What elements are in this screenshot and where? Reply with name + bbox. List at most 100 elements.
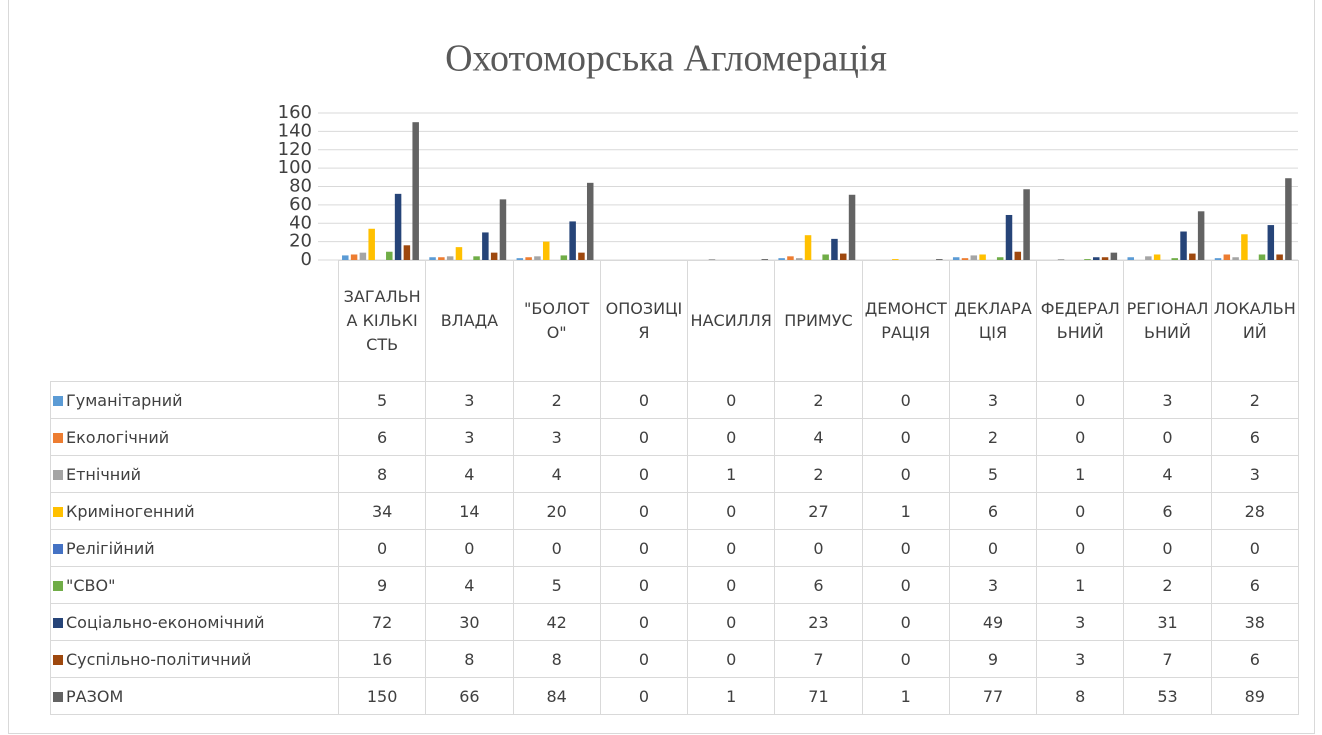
y-tick-label: 100 — [278, 157, 312, 178]
y-tick-label: 160 — [278, 102, 312, 123]
value-cell: 3 — [1210, 455, 1299, 493]
value-cell: 8 — [425, 640, 514, 678]
bar — [490, 252, 498, 260]
value-cell: 0 — [599, 418, 689, 456]
value-cell: 2 — [1210, 381, 1299, 419]
value-cell: 3 — [948, 381, 1038, 419]
value-cell: 0 — [337, 529, 427, 567]
value-cell: 5 — [948, 455, 1038, 493]
bar — [1005, 214, 1013, 260]
bar — [1023, 189, 1030, 260]
legend-swatch — [53, 654, 63, 665]
value-cell: 38 — [1210, 603, 1299, 641]
value-cell: 0 — [687, 418, 776, 456]
value-cell: 66 — [425, 677, 514, 715]
bar — [542, 241, 550, 260]
series-row: Соціально-економічний 72 30 42 0 0 23 0 49 3 31 38 — [50, 603, 1299, 641]
series-row: "СВО" 9 4 5 0 0 6 0 3 1 2 6 — [50, 566, 1299, 604]
bar — [1153, 254, 1161, 260]
bar — [1214, 258, 1222, 260]
bar — [455, 247, 463, 260]
category-label: ЛОКАЛЬНИЙ — [1210, 260, 1299, 382]
value-cell: 0 — [599, 529, 689, 567]
value-cell: 0 — [687, 640, 776, 678]
value-cell: 20 — [512, 492, 601, 530]
bar — [1084, 259, 1091, 260]
value-cell: 0 — [1123, 418, 1212, 456]
value-cell: 23 — [774, 603, 863, 641]
bar — [586, 182, 594, 260]
value-cell: 0 — [599, 603, 689, 641]
value-cell: 2 — [1123, 566, 1212, 604]
value-cell: 2 — [774, 381, 863, 419]
series-row: Криміногенний 34 14 20 0 0 27 1 6 0 6 28 — [50, 492, 1299, 530]
value-cell: 8 — [512, 640, 601, 678]
value-cell: 8 — [1036, 677, 1125, 715]
bar — [1093, 257, 1100, 260]
value-cell: 0 — [425, 529, 514, 567]
value-cell: 0 — [1036, 418, 1125, 456]
value-cell: 0 — [599, 677, 689, 715]
value-cell: 6 — [774, 566, 863, 604]
series-row: Релігійний 0 0 0 0 0 0 0 0 0 0 0 — [50, 529, 1299, 567]
bar — [848, 194, 856, 260]
bar — [438, 257, 445, 260]
bar — [970, 255, 978, 260]
category-label: ЗАГАЛЬНА КІЛЬКІСТЬ — [337, 260, 427, 382]
category-label: ПРИМУС — [774, 260, 863, 382]
bar — [482, 232, 489, 260]
value-cell: 8 — [337, 455, 427, 493]
bar — [429, 257, 436, 260]
bar — [1276, 254, 1283, 260]
bar — [534, 256, 541, 260]
bar — [761, 259, 769, 260]
value-cell: 0 — [1210, 529, 1299, 567]
value-cell: 71 — [774, 677, 863, 715]
value-cell: 0 — [861, 455, 950, 493]
legend-label: Соціально-економічний — [66, 612, 265, 632]
value-cell: 27 — [774, 492, 863, 530]
bar — [403, 245, 411, 260]
value-cell: 16 — [337, 640, 427, 678]
chart-frame — [8, 0, 1315, 734]
legend-cell: Етнічний — [50, 455, 339, 493]
bar — [1258, 254, 1266, 260]
value-cell: 0 — [861, 418, 950, 456]
value-cell: 5 — [337, 381, 427, 419]
bar — [1110, 252, 1118, 260]
value-cell: 42 — [512, 603, 601, 641]
bar — [1145, 256, 1152, 260]
legend-label: Етнічний — [66, 464, 142, 484]
bar — [840, 253, 847, 260]
value-cell: 0 — [599, 492, 689, 530]
bar — [386, 251, 393, 260]
value-cell: 6 — [1210, 566, 1299, 604]
bar — [394, 193, 402, 260]
bar — [1057, 259, 1065, 260]
value-cell: 30 — [425, 603, 514, 641]
value-cell: 3 — [1036, 603, 1125, 641]
legend-label: Криміногенний — [66, 501, 195, 521]
bar — [499, 199, 507, 260]
bar — [359, 252, 367, 260]
legend-swatch — [53, 432, 63, 443]
y-tick-label: 120 — [278, 139, 312, 160]
bar — [831, 238, 838, 260]
value-cell: 4 — [425, 455, 514, 493]
value-cell: 6 — [1123, 492, 1212, 530]
value-cell: 28 — [1210, 492, 1299, 530]
legend-swatch — [53, 580, 63, 591]
value-cell: 0 — [599, 640, 689, 678]
legend-label: Екологічний — [66, 427, 170, 447]
value-cell: 0 — [687, 566, 776, 604]
value-cell: 3 — [1036, 640, 1125, 678]
value-cell: 0 — [1123, 529, 1212, 567]
value-cell: 6 — [1210, 640, 1299, 678]
value-cell: 2 — [774, 455, 863, 493]
bar — [350, 254, 358, 260]
category-label: ОПОЗИЦІЯ — [599, 260, 689, 382]
legend-label: Релігійний — [66, 538, 155, 558]
value-cell: 2 — [512, 381, 601, 419]
data-table: ЗАГАЛЬНА КІЛЬКІСТЬ ВЛАДА "БОЛОТО" ОПОЗИЦІЯ Н… — [50, 260, 1299, 715]
bar — [578, 252, 585, 260]
